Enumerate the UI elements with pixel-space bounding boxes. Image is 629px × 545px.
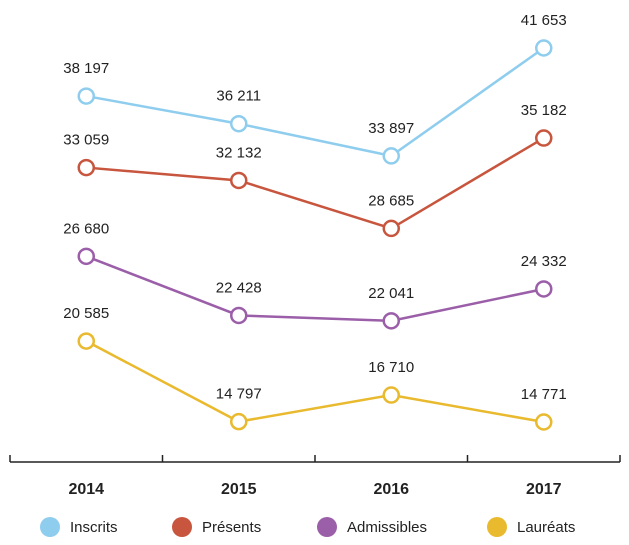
- series-line: [85, 340, 544, 424]
- legend-label: Inscrits: [70, 519, 118, 536]
- point: [230, 114, 248, 133]
- point: [535, 39, 553, 57]
- point: [382, 147, 400, 165]
- point: [230, 306, 248, 325]
- data-label: 28 685: [368, 192, 414, 209]
- data-label: 14 797: [216, 386, 262, 403]
- data-label: 36 211: [216, 88, 261, 105]
- point: [77, 158, 95, 177]
- point: [382, 219, 400, 238]
- data-label: 22 041: [368, 285, 414, 302]
- data-label: 32 132: [216, 144, 262, 161]
- legend-marker: [40, 517, 60, 537]
- point: [230, 412, 248, 431]
- x-tick-label: 2017: [526, 481, 562, 498]
- data-label: 38 197: [63, 60, 109, 77]
- point: [230, 171, 248, 190]
- legend-marker: [172, 517, 192, 537]
- point: [382, 312, 400, 330]
- x-tick-label: 2015: [221, 481, 257, 498]
- legend-label: Admissibles: [347, 519, 427, 536]
- x-tick-label: 2016: [373, 481, 409, 498]
- data-label: 20 585: [63, 305, 109, 322]
- data-label: 16 710: [368, 359, 414, 376]
- data-label: 41 653: [521, 12, 567, 29]
- legend-label: Présents: [202, 519, 261, 536]
- point: [77, 332, 95, 350]
- legend-marker: [487, 517, 507, 537]
- point: [535, 280, 553, 298]
- series-line: [86, 46, 545, 158]
- legend-label: Lauréats: [517, 519, 575, 536]
- point: [77, 87, 95, 105]
- x-tick-label: 2014: [68, 481, 104, 498]
- data-label: 35 182: [521, 102, 567, 119]
- point: [535, 413, 553, 431]
- series-line: [86, 136, 545, 230]
- point: [382, 386, 400, 404]
- data-label: 22 428: [216, 279, 262, 296]
- data-label: 33 059: [63, 132, 109, 149]
- data-label: 14 771: [521, 386, 567, 403]
- data-label: 26 680: [63, 220, 109, 237]
- point: [535, 129, 553, 147]
- data-label: 33 897: [368, 120, 414, 137]
- data-label: 24 332: [521, 253, 567, 270]
- point: [77, 247, 95, 266]
- series-line: [85, 255, 545, 323]
- legend-marker: [317, 517, 337, 537]
